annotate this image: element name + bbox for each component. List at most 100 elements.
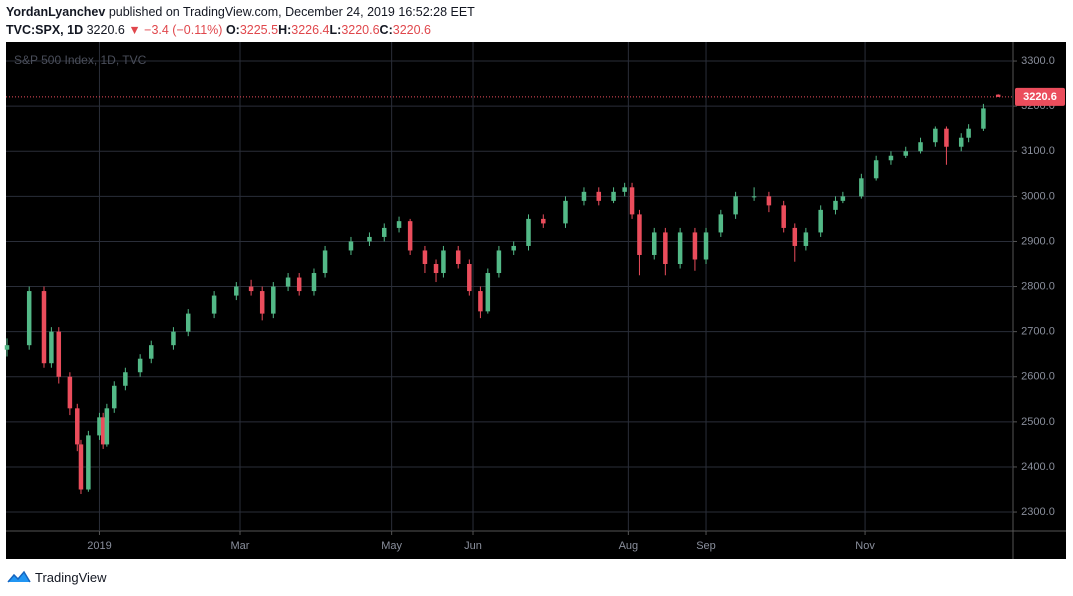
candle-body bbox=[271, 286, 276, 314]
candle-body bbox=[422, 250, 428, 264]
candle-body bbox=[148, 345, 154, 359]
candle-body bbox=[944, 128, 949, 147]
candle-body bbox=[382, 227, 387, 237]
ohlc-value: 3226.4 bbox=[291, 23, 330, 37]
last-price-label: 3220.6 bbox=[1023, 91, 1057, 103]
candle-body bbox=[903, 151, 908, 156]
candle-body bbox=[918, 142, 923, 152]
candle-body bbox=[248, 286, 254, 292]
quote-line: TVC:SPX, 1D 3220.6 ▼ −3.4 (−0.11%) O: 322… bbox=[6, 23, 431, 37]
y-tick-label: 2900.0 bbox=[1021, 235, 1055, 247]
candle-body bbox=[56, 331, 62, 377]
y-tick-label: 2400.0 bbox=[1021, 461, 1055, 473]
candle-body bbox=[26, 291, 32, 346]
candle-body bbox=[792, 227, 798, 246]
candle-body bbox=[611, 191, 616, 201]
x-tick-label: Sep bbox=[696, 540, 716, 552]
candle-body bbox=[311, 273, 317, 292]
published: published on TradingView.com, December 2… bbox=[108, 5, 475, 19]
candle-body bbox=[803, 232, 809, 246]
chart: 2300.0 2400.0 2500.0 2600.0 2700.0 2800.0 2900… bbox=[4, 42, 1066, 559]
candle-body bbox=[677, 232, 683, 264]
candle-body bbox=[49, 331, 54, 364]
candle-body bbox=[86, 435, 91, 490]
candle-body bbox=[75, 408, 80, 445]
candle-body bbox=[67, 376, 73, 409]
x-tick-label: Nov bbox=[855, 540, 875, 552]
ohlc-label: L: bbox=[329, 23, 342, 37]
candle-body bbox=[171, 331, 176, 346]
ohlc-label: O: bbox=[225, 23, 240, 37]
ohlc-value: 3220.6 bbox=[392, 23, 431, 37]
ohlc-label: H: bbox=[278, 23, 292, 37]
candle-body bbox=[137, 358, 143, 373]
candle-body bbox=[4, 345, 10, 350]
candle-body bbox=[478, 291, 483, 312]
y-tick-label: 2300.0 bbox=[1021, 506, 1055, 518]
brand: TradingView bbox=[35, 569, 107, 585]
y-tick-label: 3300.0 bbox=[1021, 55, 1055, 67]
candle-body bbox=[41, 291, 47, 364]
symbol: TVC:SPX, 1D bbox=[6, 23, 84, 37]
candle-body bbox=[733, 196, 738, 215]
candle-body bbox=[526, 218, 531, 246]
candle-body bbox=[234, 286, 239, 296]
candle-body bbox=[873, 160, 879, 179]
candle-body bbox=[396, 221, 402, 228]
candle-body bbox=[104, 408, 110, 445]
candle-body bbox=[981, 108, 986, 129]
x-tick-label: 2019 bbox=[87, 540, 111, 552]
y-tick-label: 3100.0 bbox=[1021, 145, 1055, 157]
candle-body bbox=[259, 291, 265, 314]
candle-body bbox=[966, 128, 971, 138]
y-tick-label: 2500.0 bbox=[1021, 416, 1055, 428]
candle-body bbox=[833, 200, 838, 210]
chart-bg bbox=[6, 42, 1066, 559]
candle-body bbox=[840, 196, 846, 201]
candle-body bbox=[100, 417, 106, 445]
candle-body bbox=[637, 214, 642, 255]
author: YordanLyanchev bbox=[6, 5, 106, 19]
logo bbox=[7, 570, 31, 583]
ohlc: O:3225.5H:3226.4L:3220.6C:3220.6 bbox=[226, 23, 431, 37]
candle-body bbox=[622, 187, 627, 192]
candle-body bbox=[467, 263, 472, 292]
candle-body bbox=[596, 191, 602, 201]
y-tick-label: 2700.0 bbox=[1021, 326, 1055, 338]
candle-body bbox=[348, 241, 354, 251]
last-price-tag bbox=[1015, 87, 1065, 106]
candle-body bbox=[888, 155, 894, 161]
publish-line: YordanLyanchev published on TradingView.… bbox=[6, 5, 475, 19]
x-tick-label: Mar bbox=[231, 540, 250, 552]
candle-body bbox=[441, 250, 446, 274]
candle-body bbox=[692, 232, 698, 260]
candle-body bbox=[322, 250, 328, 274]
candle-body bbox=[455, 250, 461, 264]
candle-body bbox=[563, 200, 568, 224]
candle-body bbox=[629, 187, 635, 215]
candle-body bbox=[663, 232, 668, 264]
change: ▼ −3.4 (−0.11%) bbox=[128, 23, 223, 37]
candle-body bbox=[718, 214, 724, 233]
last: 3220.6 bbox=[86, 23, 125, 37]
y-tick-label: 2800.0 bbox=[1021, 280, 1055, 292]
candle-body bbox=[651, 232, 657, 255]
footer: TradingView bbox=[7, 569, 107, 585]
candle-body bbox=[296, 277, 302, 292]
watermark: S&P 500 Index, 1D, TVC bbox=[14, 53, 147, 67]
candle-body bbox=[123, 372, 128, 386]
candle-body bbox=[185, 313, 191, 332]
x-tick-label: May bbox=[381, 540, 402, 552]
candle-body bbox=[407, 221, 413, 251]
candle-body bbox=[766, 196, 772, 206]
x-tick-label: Jun bbox=[464, 540, 482, 552]
ohlc-label: C: bbox=[379, 23, 393, 37]
candle-body bbox=[958, 137, 964, 147]
y-tick-label: 2600.0 bbox=[1021, 371, 1055, 383]
candle-body bbox=[511, 245, 516, 251]
candle-body bbox=[995, 94, 1001, 97]
candle-body bbox=[496, 250, 502, 274]
candle-body bbox=[211, 295, 217, 314]
candle-body bbox=[97, 417, 102, 436]
